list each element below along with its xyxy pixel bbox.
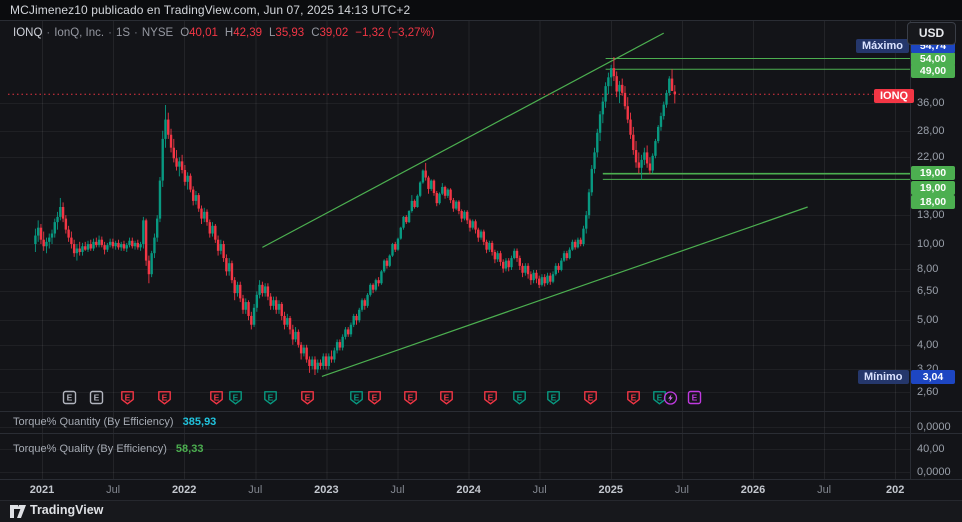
indicator-1-title: Torque% Quantity (By Efficiency) [13,416,174,428]
time-tick-label: 202 [886,484,905,496]
earnings-badge-icon[interactable]: E [367,390,382,406]
earnings-badge-icon[interactable]: E [300,390,315,406]
time-tick-label: Jul [532,484,547,496]
footer-bar [0,500,962,522]
ohlc-high-value: 42,39 [233,27,263,39]
earnings-badge-icon[interactable]: E [626,390,641,406]
svg-text:E: E [657,392,663,402]
svg-text:E: E [517,392,523,402]
ohlc-close-label: C [311,27,320,39]
time-tick-label: Jul [674,484,689,496]
tradingview-logo-icon[interactable] [10,505,26,522]
legend-separator: · [46,27,51,39]
indicator-2-value: 58,33 [175,443,204,455]
svg-text:E: E [444,392,450,402]
ohlc-close-value: 39,02 [319,27,349,39]
time-tick-label: Jul [390,484,405,496]
svg-text:E: E [551,392,557,402]
time-tick-label: 2022 [171,484,197,496]
earnings-badge-icon[interactable]: E [403,390,418,406]
svg-text:E: E [305,392,311,402]
legend-separator: · [108,27,112,39]
ohlc-open-value: 40,01 [189,27,218,39]
svg-text:E: E [214,392,220,402]
time-tick-label: 2024 [456,484,481,496]
earnings-badge-icon[interactable]: E [157,390,172,406]
currency-button[interactable]: USD [907,22,956,45]
earnings-badge-icon[interactable]: E [546,390,561,406]
earnings-badge-icon[interactable]: E [62,390,77,406]
svg-text:E: E [692,392,698,402]
ohlc-low-label: L [269,27,276,39]
earnings-badge-flash-icon[interactable]: E [652,390,678,406]
indicator-pane-1-legend[interactable]: Torque% Quantity (By Efficiency) 385,93 [13,416,216,428]
legend-symbol: IONQ [13,27,43,39]
symbol-legend[interactable]: IONQ · IonQ, Inc. · 1S · NYSE O40,01 H42,39 L35,9… [13,27,435,39]
earnings-badge-icon[interactable]: E [687,390,702,406]
legend-interval: 1S [115,27,131,39]
svg-text:E: E [631,392,637,402]
time-tick-label: 2025 [598,484,624,496]
time-tick-label: 2021 [29,484,55,496]
svg-text:E: E [94,392,100,402]
indicator-pane-2-legend[interactable]: Torque% Quality (By Efficiency) 58,33 [13,443,203,455]
time-tick-label: 2026 [740,484,766,496]
svg-text:E: E [354,392,360,402]
time-tick-label: 2023 [314,484,339,496]
indicator-2-title: Torque% Quality (By Efficiency) [13,443,167,455]
svg-text:E: E [372,392,378,402]
legend-separator: · [134,27,138,39]
svg-text:E: E [233,392,239,402]
earnings-badge-icon[interactable]: E [89,390,104,406]
earnings-badge-icon[interactable]: E [483,390,498,406]
time-tick-label: Jul [248,484,263,496]
svg-text:E: E [125,392,131,402]
svg-text:E: E [588,392,594,402]
earnings-badge-icon[interactable]: E [228,390,243,406]
svg-text:E: E [488,392,494,402]
ohlc-low-value: 35,93 [275,27,305,39]
svg-text:E: E [162,392,168,402]
publisher-bar [0,0,962,20]
legend-exchange: NYSE [141,27,174,39]
svg-text:E: E [408,392,414,402]
svg-text:E: E [67,392,73,402]
earnings-badge-icon[interactable]: E [209,390,224,406]
tradingview-brand-text[interactable]: TradingView [30,503,104,517]
earnings-badge-icon[interactable]: E [263,390,278,406]
time-tick-label: Jul [817,484,832,496]
change-value: −1,32 (−3,27%) [355,27,435,39]
publisher-text: MCJimenez10 publicado en TradingView.com… [10,3,411,17]
earnings-badge-icon[interactable]: E [439,390,454,406]
time-tick-label: Jul [106,484,121,496]
svg-text:E: E [268,392,274,402]
earnings-badge-icon[interactable]: E [512,390,527,406]
indicator-1-value: 385,93 [182,416,217,428]
earnings-badge-icon[interactable]: E [349,390,364,406]
time-scale[interactable]: 2021 Jul 2022 Jul 2023 Jul 2024 Jul 2025 Jul 2026 J… [0,478,962,500]
ohlc-open-label: O [180,27,190,39]
legend-company: IonQ, Inc. [54,27,105,39]
ohlc-high-label: H [224,27,234,39]
earnings-badge-icon[interactable]: E [120,390,135,406]
earnings-badge-icon[interactable]: E [583,390,598,406]
